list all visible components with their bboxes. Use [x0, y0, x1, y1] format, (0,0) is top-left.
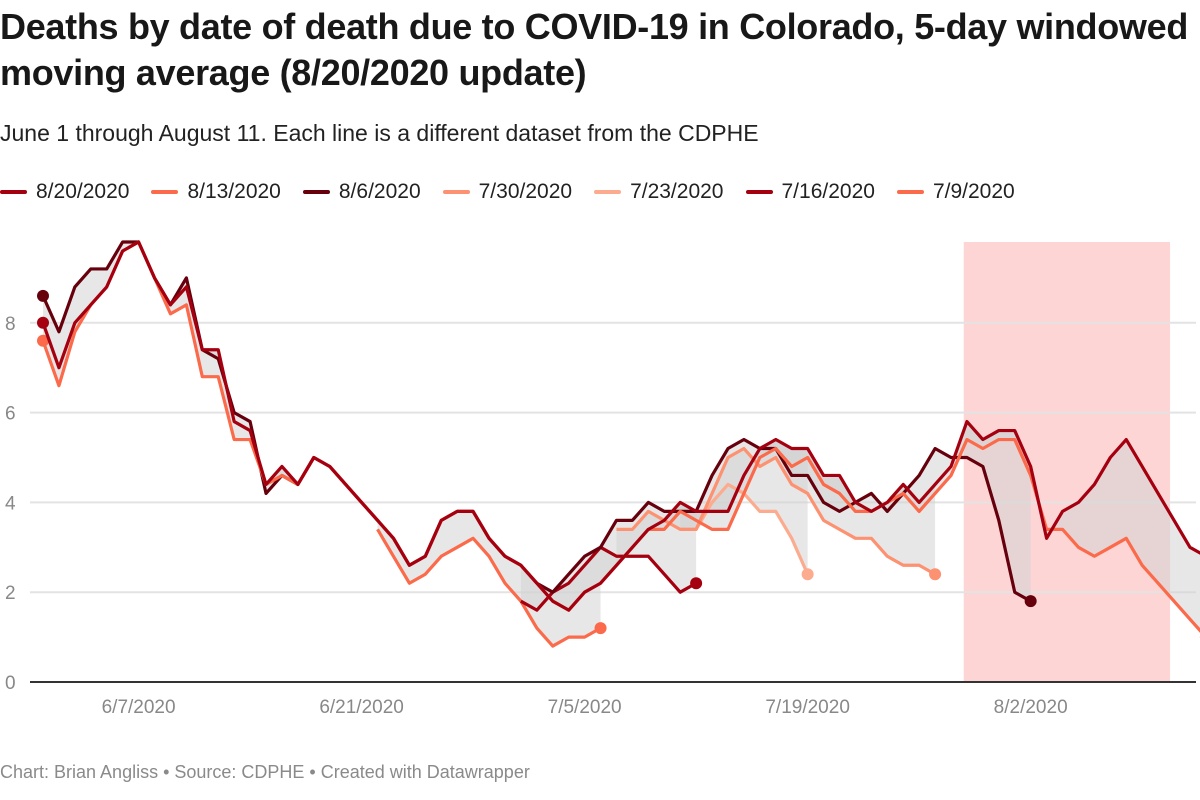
series-end-dot: [801, 568, 814, 581]
line-chart: 0 2 4 6 8 6/7/2020 6/21/2020 7/5/2020 7/19/2020…: [5, 240, 1200, 718]
legend-item: 8/13/2020: [151, 180, 281, 204]
y-tick-label: 8: [5, 314, 16, 335]
legend-swatch: [896, 190, 924, 194]
y-tick-label: 0: [5, 673, 16, 694]
legend-label: 7/30/2020: [478, 180, 573, 203]
legend-swatch: [151, 190, 179, 194]
series-end-dot: [1024, 595, 1037, 608]
legend-item: 7/9/2020: [896, 180, 1015, 204]
series-line: [520, 545, 697, 612]
difference-shade: [680, 439, 808, 575]
legend-swatch: [302, 190, 330, 194]
legend-swatch: [745, 190, 773, 194]
series-line: [41, 240, 1200, 612]
legend-item: 7/16/2020: [745, 180, 875, 204]
legend: 8/20/2020 8/13/2020 8/6/2020 7/30/2020 7/23/…: [0, 180, 1037, 204]
series-end-dot: [929, 568, 942, 581]
y-tick-label: 2: [5, 583, 16, 604]
legend-label: 8/13/2020: [187, 180, 281, 203]
legend-swatch: [0, 190, 27, 194]
chart-subtitle: June 1 through August 11. Each line is a…: [0, 120, 759, 146]
legend-item: 8/20/2020: [0, 180, 129, 204]
difference-shade: [377, 511, 601, 647]
legend-label: 7/23/2020: [630, 180, 724, 203]
legend-label: 7/9/2020: [932, 180, 1015, 203]
x-tick-label: 7/19/2020: [765, 697, 850, 718]
series-end-dot: [594, 622, 607, 635]
x-tick-label: 6/7/2020: [102, 697, 176, 718]
x-tick-label: 6/21/2020: [319, 697, 404, 718]
legend-label: 8/20/2020: [36, 180, 130, 203]
y-tick-label: 4: [5, 493, 16, 514]
chart-footer: Chart: Brian Angliss • Source: CDPHE • C…: [0, 762, 530, 782]
series-line: [376, 528, 602, 648]
series-start-dot: [37, 316, 49, 329]
series-start-dot: [37, 334, 49, 347]
legend-label: 7/16/2020: [781, 180, 875, 203]
series-end-dot: [690, 577, 703, 590]
legend-label: 8/6/2020: [338, 180, 421, 203]
legend-item: 8/6/2020: [302, 180, 421, 204]
legend-swatch: [442, 190, 470, 194]
legend-swatch: [594, 190, 622, 194]
x-tick-label: 7/5/2020: [548, 697, 622, 718]
chart-title: Deaths by date of death due to COVID-19 …: [0, 6, 1189, 93]
series-start-dot: [37, 289, 49, 302]
x-tick-label: 8/2/2020: [994, 697, 1068, 718]
y-tick-label: 6: [5, 404, 16, 425]
legend-item: 7/23/2020: [594, 180, 724, 204]
legend-item: 7/30/2020: [442, 180, 573, 204]
